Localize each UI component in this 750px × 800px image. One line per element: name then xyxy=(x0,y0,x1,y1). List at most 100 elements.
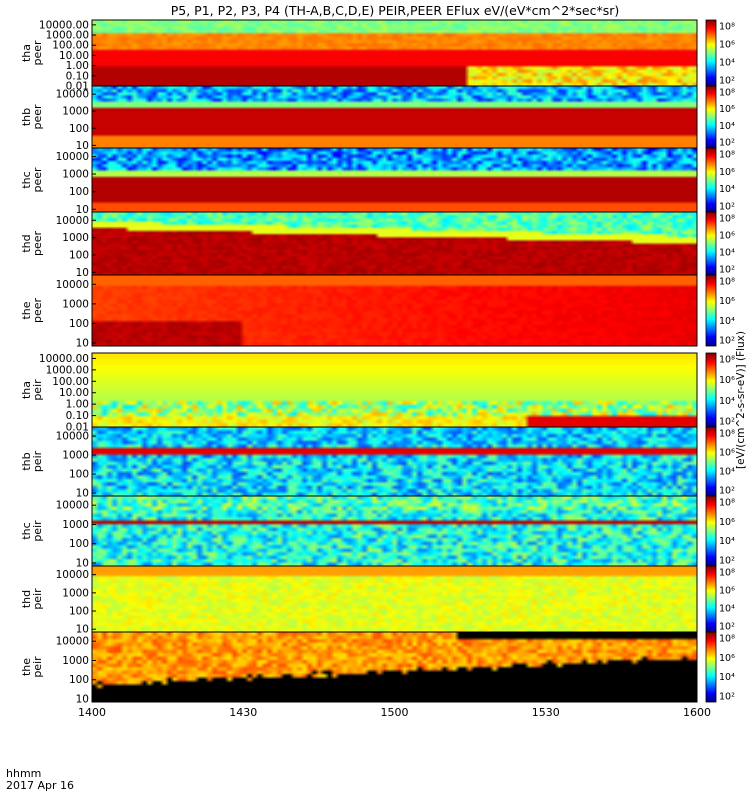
colorbar-tick-label: 10⁶ xyxy=(719,296,735,307)
colorbar-tick-label: 10⁸ xyxy=(719,355,735,366)
y-tick-label: 100 xyxy=(69,674,89,686)
colorbar xyxy=(705,426,717,497)
x-axis: 1400 1430 1500 1530 1600 xyxy=(78,697,711,719)
y-tick-label: 10 xyxy=(76,624,89,636)
y-tick-label: 1.00 xyxy=(66,60,89,72)
y-tick-label: 1000 xyxy=(62,519,89,531)
y-tick-label: 10000.00 xyxy=(39,353,89,365)
y-tick-label: 10000.00 xyxy=(39,19,89,31)
colorbar-tick-label: 10⁶ xyxy=(719,231,735,242)
colorbar-tick-label: 10² xyxy=(719,556,735,567)
y-tick-label: 10000 xyxy=(56,89,89,101)
colorbar-tick-label: 10⁴ xyxy=(719,248,735,259)
colorbar-tick-label: 10⁸ xyxy=(719,88,735,99)
colorbar-tick-label: 10⁸ xyxy=(719,214,735,225)
y-tick-label: 10000 xyxy=(56,431,89,443)
colorbar-tick-label: 10⁸ xyxy=(719,634,735,645)
colorbar-tick-label: 10⁶ xyxy=(719,517,735,528)
colorbar-tick-label: 10² xyxy=(719,622,735,633)
y-axis-label-probe: the xyxy=(20,301,33,319)
y-tick-label: 100 xyxy=(69,249,89,261)
y-axis-label-instrument: peer xyxy=(31,104,44,130)
y-tick-label: 10 xyxy=(76,558,89,570)
colorbar-tick-label: 10⁸ xyxy=(719,498,735,509)
y-tick-label: 0.01 xyxy=(66,422,89,434)
y-tick-label: 100 xyxy=(69,123,89,135)
colorbar-tick-label: 10⁶ xyxy=(719,104,735,115)
colorbar-tick-label: 10⁸ xyxy=(719,568,735,579)
colorbar-tick-label: 10⁴ xyxy=(719,58,735,69)
y-axis-label-instrument: peir xyxy=(31,450,44,472)
y-tick-label: 1000 xyxy=(62,655,89,667)
x-axis-label-hhmm: hhmm xyxy=(6,767,41,780)
y-tick-label: 10000 xyxy=(56,500,89,512)
colorbar xyxy=(705,85,717,149)
y-tick-label: 1000 xyxy=(62,232,89,244)
colorbar-tick-label: 10⁶ xyxy=(719,167,735,178)
colorbar-tick-label: 10⁶ xyxy=(719,586,735,597)
y-tick-label: 100.00 xyxy=(52,376,89,388)
colorbar-tick-label: 10² xyxy=(719,138,735,149)
colorbar-tick-label: 10⁴ xyxy=(719,396,735,407)
spectrogram-image xyxy=(92,86,697,148)
colorbar xyxy=(705,565,717,633)
spectrogram-image xyxy=(92,632,697,702)
y-axis-label-probe: thb xyxy=(20,452,33,470)
colorbar xyxy=(705,631,717,703)
y-tick-label: 10.00 xyxy=(59,387,89,399)
y-tick-label: 10.00 xyxy=(59,50,89,62)
colorbar-tick-label: 10⁶ xyxy=(719,653,735,664)
colorbar-label: [eV/(cm^2-s-sr-eV)] (Flux) xyxy=(735,331,747,469)
y-tick-label: 10 xyxy=(76,488,89,500)
y-axis-label-instrument: peir xyxy=(31,588,44,610)
colorbar-tick-label: 10⁸ xyxy=(719,429,735,440)
y-tick-label: 10 xyxy=(76,267,89,279)
spectrogram-image xyxy=(92,427,697,496)
colorbar-tick-label: 10² xyxy=(719,202,735,213)
y-tick-label: 1000 xyxy=(62,450,89,462)
colorbar-tick-label: 10⁸ xyxy=(719,277,735,288)
y-tick-label: 100 xyxy=(69,469,89,481)
colorbar xyxy=(705,352,717,428)
y-tick-label: 0.01 xyxy=(66,81,89,93)
x-tick-label: 1530 xyxy=(532,706,560,719)
y-axis-label-probe: tha xyxy=(20,381,33,399)
spectrogram-image xyxy=(92,496,697,566)
y-axis-label-probe: thc xyxy=(20,171,33,188)
colorbar xyxy=(705,495,717,567)
y-tick-label: 10 xyxy=(76,337,89,349)
y-tick-label: 100 xyxy=(69,538,89,550)
y-tick-label: 100 xyxy=(69,606,89,618)
x-axis-label-date: 2017 Apr 16 xyxy=(6,779,74,792)
y-tick-label: 1000 xyxy=(62,587,89,599)
colorbar-tick-label: 10² xyxy=(719,692,735,703)
colorbar-tick-label: 10⁴ xyxy=(719,316,735,327)
y-tick-label: 1000.00 xyxy=(46,30,89,42)
colorbar-tick-label: 10⁸ xyxy=(719,150,735,161)
y-tick-label: 1000.00 xyxy=(46,364,89,376)
x-tick-label: 1500 xyxy=(381,706,409,719)
y-tick-label: 0.10 xyxy=(66,70,89,82)
y-axis-label-probe: the xyxy=(20,658,33,676)
x-tick-label: 1400 xyxy=(78,706,106,719)
y-axis-label-instrument: peir xyxy=(31,379,44,401)
y-tick-label: 100 xyxy=(69,318,89,330)
x-tick-label: 1600 xyxy=(683,706,711,719)
colorbar-tick-label: 10² xyxy=(719,486,735,497)
y-axis-label-probe: thb xyxy=(20,108,33,126)
y-tick-label: 10 xyxy=(76,204,89,216)
y-tick-label: 10000 xyxy=(56,215,89,227)
y-tick-label: 100.00 xyxy=(52,40,89,52)
y-tick-label: 10000 xyxy=(56,151,89,163)
y-tick-label: 1000 xyxy=(62,169,89,181)
y-axis-label-instrument: peer xyxy=(31,40,44,66)
colorbar-tick-label: 10² xyxy=(719,265,735,276)
y-tick-label: 10000 xyxy=(56,279,89,291)
y-axis-label-instrument: peer xyxy=(31,167,44,193)
